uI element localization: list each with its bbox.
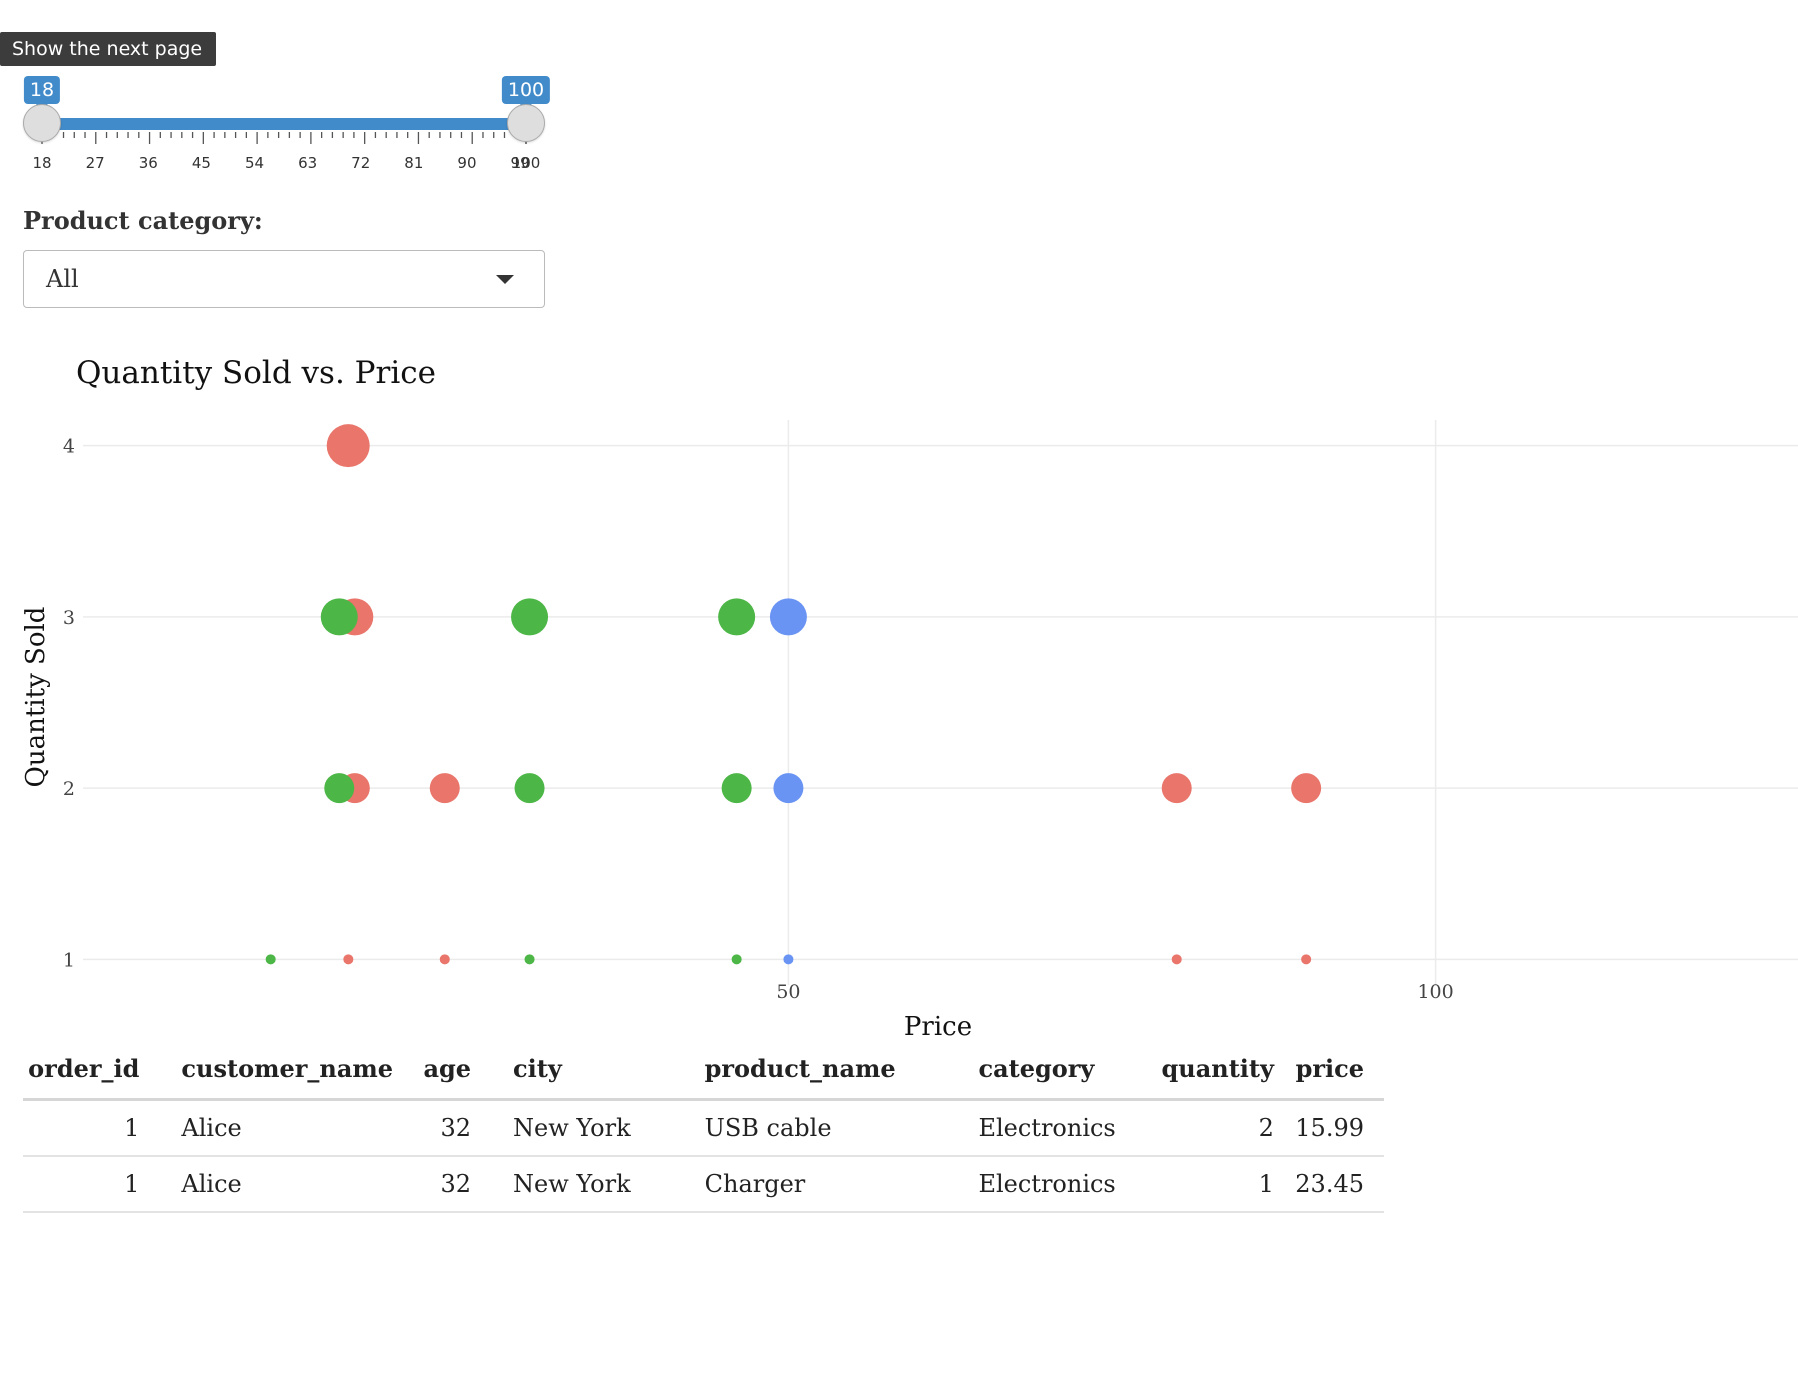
scatter-point	[439, 954, 450, 965]
column-header[interactable]: order_id	[23, 1038, 162, 1101]
column-header[interactable]: age	[394, 1038, 492, 1101]
slider-tick-label: 72	[351, 154, 370, 172]
slider-tick-label: 81	[404, 154, 423, 172]
scatter-point	[1171, 954, 1182, 965]
scatter-point	[721, 773, 752, 804]
cell-city: New York	[491, 1156, 683, 1213]
scatter-point	[783, 954, 794, 965]
scatter-point	[731, 954, 742, 965]
caret-down-icon	[496, 275, 514, 284]
product-category-selected-value: All	[46, 265, 79, 293]
slider-tick-label: 100	[512, 154, 541, 172]
slider-tick-label: 18	[32, 154, 51, 172]
scatter-point	[718, 598, 756, 636]
scatter-point	[265, 954, 276, 965]
x-tick-label: 100	[1417, 981, 1453, 1003]
scatter-point	[1161, 773, 1192, 804]
table-row: 1 Alice 32 New York USB cable Electronic…	[23, 1099, 1384, 1157]
cell-quantity: 2	[1160, 1099, 1294, 1157]
slider-tick-label: 27	[86, 154, 105, 172]
scatter-point	[1301, 954, 1312, 965]
slider-tick-label: 54	[245, 154, 264, 172]
cell-product-name: USB cable	[682, 1099, 957, 1157]
chart-ticks: 1 2 3 4 50 100	[63, 436, 1454, 1003]
slider-min-handle[interactable]	[23, 104, 61, 142]
slider-tick-label: 45	[192, 154, 211, 172]
slider-tick-label: 90	[457, 154, 476, 172]
cell-age: 32	[394, 1156, 492, 1213]
column-header[interactable]: price	[1293, 1038, 1384, 1101]
product-category-select[interactable]: All	[23, 250, 545, 308]
scatter-point	[1291, 773, 1322, 804]
x-tick-label: 50	[776, 981, 800, 1003]
slider-tick-label: 36	[139, 154, 158, 172]
slider-tick-label: 99	[511, 154, 530, 172]
cell-city: New York	[491, 1099, 683, 1157]
cell-category: Electronics	[956, 1156, 1161, 1213]
product-category-label: Product category:	[23, 206, 263, 235]
scatter-point	[326, 424, 370, 468]
scatter-point	[511, 598, 549, 636]
scatter-point	[324, 773, 355, 804]
scatter-point	[524, 954, 535, 965]
y-tick-label: 1	[63, 949, 75, 971]
table-header-row: order_id customer_name age city product_…	[23, 1038, 1384, 1101]
cell-order-id: 1	[23, 1156, 162, 1213]
scatter-point	[343, 954, 354, 965]
scatter-point	[429, 773, 460, 804]
tooltip: Show the next page	[0, 32, 217, 66]
cell-price: 23.45	[1293, 1156, 1384, 1213]
cell-product-name: Charger	[682, 1156, 957, 1213]
slider-selected-range	[42, 118, 526, 130]
cell-customer-name: Alice	[161, 1099, 395, 1157]
cell-category: Electronics	[956, 1099, 1161, 1157]
column-header[interactable]: quantity	[1160, 1038, 1294, 1101]
chart-title: Quantity Sold vs. Price	[76, 355, 436, 391]
x-axis-label: Price	[904, 1012, 972, 1040]
y-tick-label: 4	[63, 436, 75, 458]
table-row: 1 Alice 32 New York Charger Electronics …	[23, 1156, 1384, 1213]
cell-customer-name: Alice	[161, 1156, 395, 1213]
chart-grid	[83, 420, 1798, 985]
scatter-point	[773, 773, 804, 804]
column-header[interactable]: customer_name	[161, 1038, 395, 1101]
slider-max-handle[interactable]	[507, 104, 545, 142]
cell-quantity: 1	[1160, 1156, 1294, 1213]
chart-points	[265, 424, 1322, 965]
scatter-point	[769, 598, 807, 636]
column-header[interactable]: product_name	[682, 1038, 957, 1101]
cell-age: 32	[394, 1099, 492, 1157]
data-table: order_id customer_name age city product_…	[23, 1038, 1384, 1213]
cell-order-id: 1	[23, 1099, 162, 1157]
column-header[interactable]: category	[956, 1038, 1161, 1101]
slider-tick-label: 63	[298, 154, 317, 172]
slider-max-value-badge: 100	[501, 76, 551, 110]
y-axis-label: Quantity Sold	[21, 607, 51, 788]
tooltip-text: Show the next page	[12, 38, 203, 60]
column-header[interactable]: city	[491, 1038, 683, 1101]
scatter-point	[320, 598, 358, 636]
y-tick-label: 3	[63, 607, 75, 629]
cell-price: 15.99	[1293, 1099, 1384, 1157]
y-tick-label: 2	[63, 778, 75, 800]
age-range-slider[interactable]: 18 100 18 27 36 45 54 63 72 81 90 99 100	[22, 70, 552, 190]
scatter-point	[514, 773, 545, 804]
